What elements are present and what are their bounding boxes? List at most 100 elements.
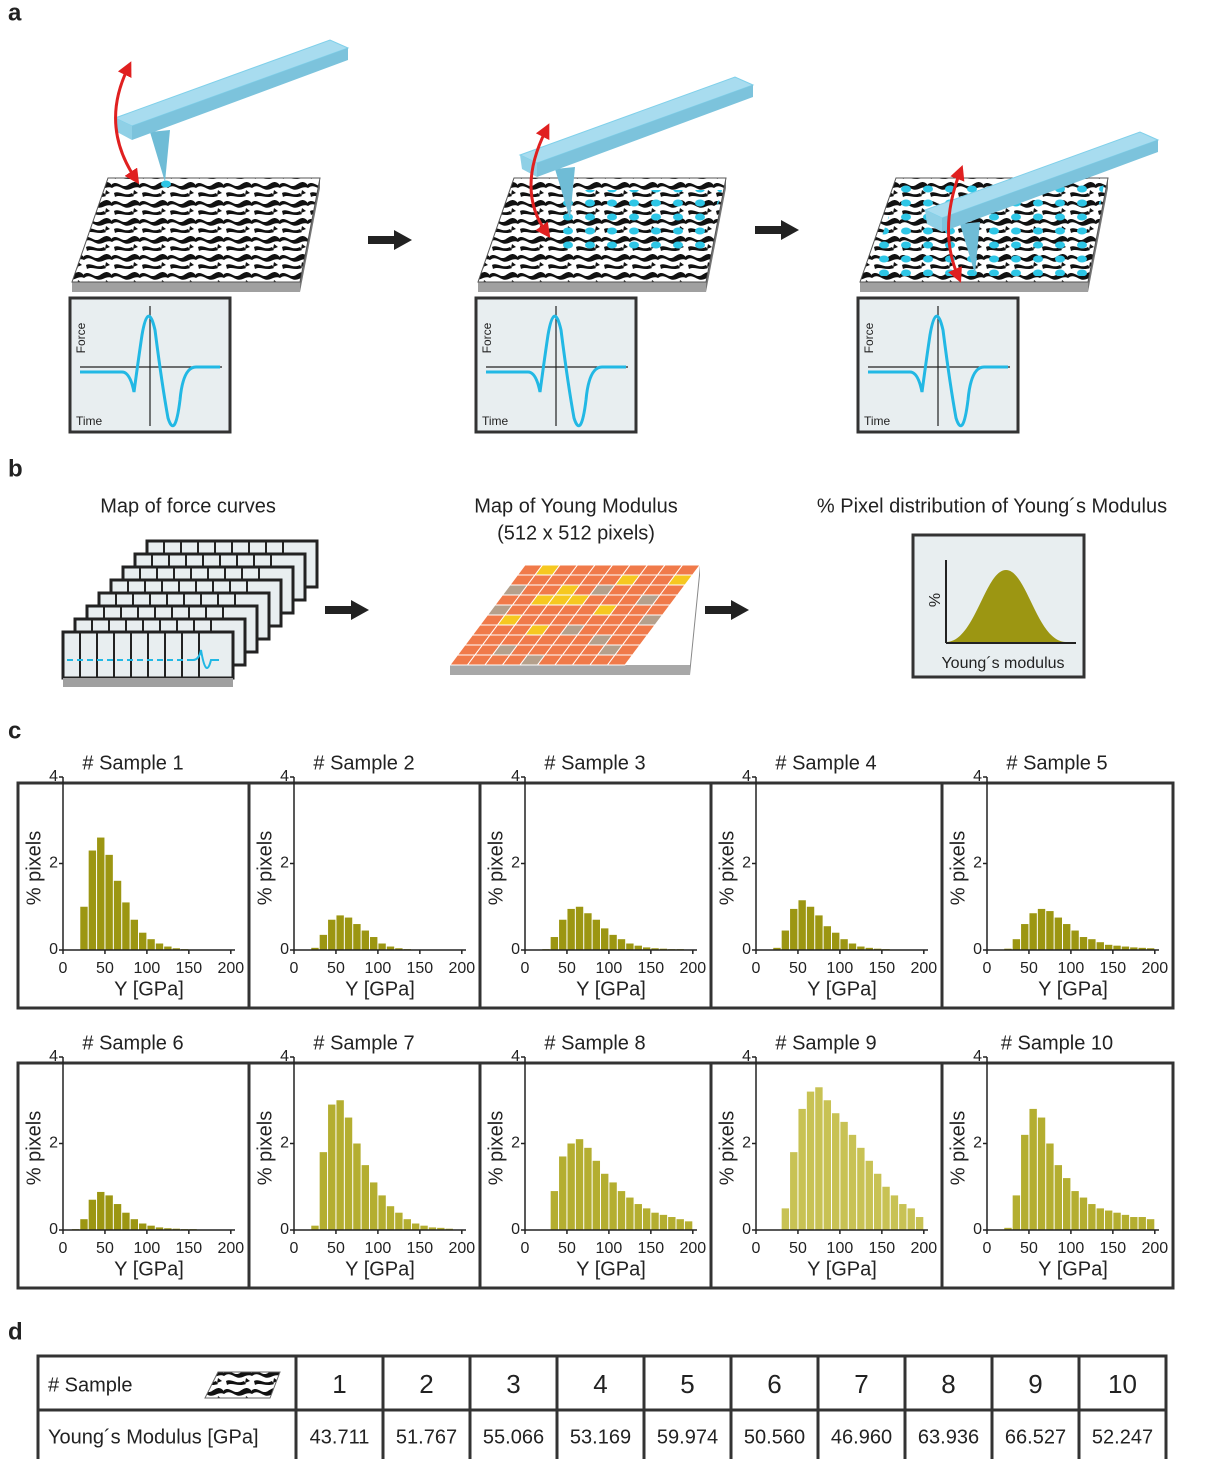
- bar: [798, 1109, 805, 1230]
- bar: [626, 944, 633, 950]
- chart-title: # Sample 9: [775, 1032, 876, 1054]
- cell-text: 6: [767, 1369, 781, 1399]
- bar: [131, 920, 138, 950]
- cell-text: 55.066: [483, 1426, 544, 1448]
- bar: [840, 939, 847, 950]
- x-axis-label: Y [GPa]: [1038, 1258, 1108, 1280]
- x-tick-label: 50: [327, 1240, 345, 1257]
- x-tick-label: 0: [290, 960, 299, 977]
- cell-text: 59.974: [657, 1426, 718, 1448]
- x-tick-label: 100: [596, 1240, 623, 1257]
- x-tick-label: 200: [910, 960, 937, 977]
- axis-label: Force: [480, 322, 494, 353]
- x-axis-label: Y [GPa]: [114, 978, 184, 1000]
- bar: [798, 900, 805, 950]
- cell-text: 46.960: [831, 1426, 892, 1448]
- bar: [122, 1213, 129, 1230]
- x-tick-label: 0: [752, 960, 761, 977]
- y-tick-label: 2: [280, 855, 289, 872]
- bar: [815, 1087, 822, 1230]
- bar: [559, 920, 566, 950]
- y-tick-label: 2: [511, 1135, 520, 1152]
- cell-text: 9: [1028, 1369, 1042, 1399]
- y-tick-label: 4: [280, 768, 289, 785]
- bar: [1055, 918, 1062, 950]
- scene: Force Time: [70, 40, 348, 432]
- bar: [832, 933, 839, 950]
- y-tick-label: 0: [280, 1221, 289, 1238]
- y-axis-label: % pixels: [716, 831, 738, 905]
- bar: [1046, 1144, 1053, 1231]
- bar: [677, 1219, 684, 1230]
- x-tick-label: 150: [869, 1240, 896, 1257]
- bar: [857, 1148, 864, 1230]
- diagram-title: % Pixel distribution of Young´s Modulus: [817, 495, 1167, 517]
- bar: [353, 1144, 360, 1231]
- bar: [668, 1217, 675, 1230]
- y-tick-label: 2: [49, 1135, 58, 1152]
- bar: [1013, 939, 1020, 950]
- cell-text: 7: [854, 1369, 868, 1399]
- diagram-title: Map of Young Modulus: [474, 495, 678, 517]
- x-tick-label: 200: [217, 960, 244, 977]
- y-tick-label: 2: [511, 855, 520, 872]
- bar: [1147, 1219, 1154, 1230]
- bar: [593, 1161, 600, 1230]
- y-axis-label: % pixels: [947, 831, 969, 905]
- x-tick-label: 0: [983, 1240, 992, 1257]
- chart-title: # Sample 6: [82, 1032, 183, 1054]
- bar: [618, 1191, 625, 1230]
- bar: [882, 1187, 889, 1230]
- x-axis-label: Y [GPa]: [1038, 978, 1108, 1000]
- bar: [1029, 913, 1036, 950]
- y-tick-label: 4: [49, 768, 58, 785]
- x-tick-label: 50: [789, 1240, 807, 1257]
- bar: [609, 935, 616, 950]
- cell-text: 1: [332, 1369, 346, 1399]
- cell-text: 52.247: [1092, 1426, 1153, 1448]
- y-tick-label: 2: [742, 855, 751, 872]
- bar: [370, 1182, 377, 1230]
- bar: [1113, 1213, 1120, 1230]
- bar: [840, 1122, 847, 1230]
- x-tick-label: 100: [365, 960, 392, 977]
- y-tick-label: 4: [973, 1048, 982, 1065]
- axis-label: Force: [862, 322, 876, 353]
- bar: [1063, 924, 1070, 950]
- bar: [584, 913, 591, 950]
- y-tick-label: 2: [280, 1135, 289, 1152]
- axis-label: Time: [864, 414, 891, 428]
- bar: [1080, 1198, 1087, 1230]
- x-tick-label: 150: [869, 960, 896, 977]
- x-tick-label: 50: [96, 960, 114, 977]
- bar: [807, 1092, 814, 1230]
- diagram-subtitle: (512 x 512 pixels): [497, 522, 655, 544]
- x-tick-label: 50: [789, 960, 807, 977]
- bar: [328, 1105, 335, 1230]
- bar: [114, 881, 121, 950]
- cell-text: 51.767: [396, 1426, 457, 1448]
- bar: [89, 851, 96, 950]
- axis-label: Time: [76, 414, 103, 428]
- bar: [139, 933, 146, 950]
- bar: [412, 1224, 419, 1230]
- bar: [1029, 1109, 1036, 1230]
- bar: [336, 1100, 343, 1230]
- axis-label: Young´s modulus: [941, 655, 1064, 672]
- y-tick-label: 2: [973, 1135, 982, 1152]
- axis-label: Force: [74, 322, 88, 353]
- x-tick-label: 200: [217, 1240, 244, 1257]
- x-axis-label: Y [GPa]: [807, 1258, 877, 1280]
- y-tick-label: 0: [973, 1221, 982, 1238]
- y-tick-label: 0: [742, 1221, 751, 1238]
- bar: [643, 1208, 650, 1230]
- y-tick-label: 4: [511, 768, 520, 785]
- bar: [1046, 911, 1053, 950]
- bar: [849, 944, 856, 950]
- bar: [1021, 924, 1028, 950]
- x-axis-label: Y [GPa]: [807, 978, 877, 1000]
- bar: [908, 1208, 915, 1230]
